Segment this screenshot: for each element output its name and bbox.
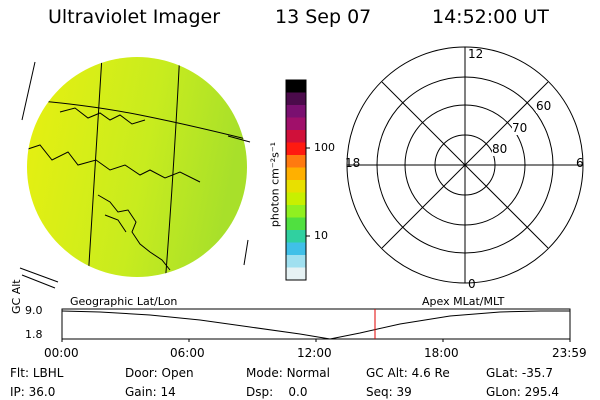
time-tick-0600: 06:00 bbox=[170, 346, 205, 360]
status-dsp: Dsp: 0.0 bbox=[246, 385, 308, 399]
time-tick-1800: 18:00 bbox=[424, 346, 459, 360]
status-ip: IP: 36.0 bbox=[10, 385, 56, 399]
status-glon: GLon: 295.4 bbox=[486, 385, 559, 399]
colorbar-block bbox=[286, 92, 306, 106]
mlt-label-6: 6 bbox=[576, 156, 584, 170]
status-gc-alt: GC Alt: 4.6 Re bbox=[366, 366, 450, 380]
colorbar-gradient bbox=[286, 80, 306, 281]
status-gain: Gain: 14 bbox=[125, 385, 176, 399]
colorbar-block bbox=[286, 117, 306, 131]
altitude-curve bbox=[61, 310, 570, 340]
mlt-label-0: 0 bbox=[468, 277, 476, 291]
apex-panel-label: Apex MLat/MLT bbox=[422, 295, 505, 308]
map-outer-lines bbox=[19, 61, 251, 289]
colorbar-tick-100: 100 bbox=[314, 141, 335, 154]
colorbar-block bbox=[286, 192, 306, 206]
colorbar-block bbox=[286, 205, 306, 218]
status-flt: Flt: LBHL bbox=[10, 366, 64, 380]
lat-label-60: 60 bbox=[536, 99, 552, 113]
time-label: 14:52:00 UT bbox=[432, 6, 549, 28]
time-tick-0000: 00:00 bbox=[44, 346, 79, 360]
lat-label-80: 80 bbox=[492, 142, 508, 156]
colorbar-block bbox=[286, 255, 306, 268]
colorbar-block bbox=[286, 180, 306, 193]
status-glat: GLat: -35.7 bbox=[486, 366, 553, 380]
altitude-ytick-1-8: 1.8 bbox=[25, 328, 43, 341]
colorbar-tick-10: 10 bbox=[314, 229, 328, 242]
time-tick-1200: 12:00 bbox=[297, 346, 332, 360]
status-door: Door: Open bbox=[125, 366, 194, 380]
colorbar-block bbox=[286, 242, 306, 256]
map-overlay bbox=[27, 57, 247, 277]
earth-disk bbox=[27, 57, 247, 277]
status-seq: Seq: 39 bbox=[366, 385, 412, 399]
instrument-title: Ultraviolet Imager bbox=[48, 6, 221, 28]
colorbar-block bbox=[286, 105, 306, 118]
date-label: 13 Sep 07 bbox=[275, 6, 372, 28]
altitude-ytick-9: 9.0 bbox=[25, 304, 43, 317]
colorbar-block bbox=[286, 267, 306, 281]
colorbar-block bbox=[286, 167, 306, 181]
time-tick-2359: 23:59 bbox=[552, 346, 587, 360]
altitude-ylabel: GC Alt bbox=[10, 279, 23, 314]
colorbar-block bbox=[286, 142, 306, 156]
colorbar-block bbox=[286, 230, 306, 243]
polar-diagonal-2 bbox=[381, 81, 549, 249]
colorbar-block bbox=[286, 80, 306, 93]
colorbar-block bbox=[286, 155, 306, 168]
mlt-label-18: 18 bbox=[345, 156, 361, 170]
geographic-panel-label: Geographic Lat/Lon bbox=[70, 295, 178, 308]
status-mode: Mode: Normal bbox=[246, 366, 330, 380]
colorbar-block bbox=[286, 130, 306, 143]
lat-label-70: 70 bbox=[512, 121, 528, 135]
mlt-label-12: 12 bbox=[468, 47, 484, 61]
colorbar-block bbox=[286, 217, 306, 231]
